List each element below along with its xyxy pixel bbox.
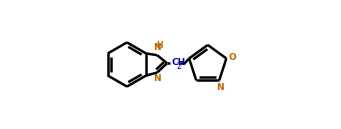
Text: CH: CH [172, 58, 186, 67]
Text: N: N [216, 83, 224, 92]
Text: N: N [153, 43, 160, 52]
Text: 2: 2 [177, 62, 181, 71]
Text: H: H [157, 41, 163, 50]
Text: N: N [153, 74, 160, 83]
Text: O: O [228, 53, 236, 62]
